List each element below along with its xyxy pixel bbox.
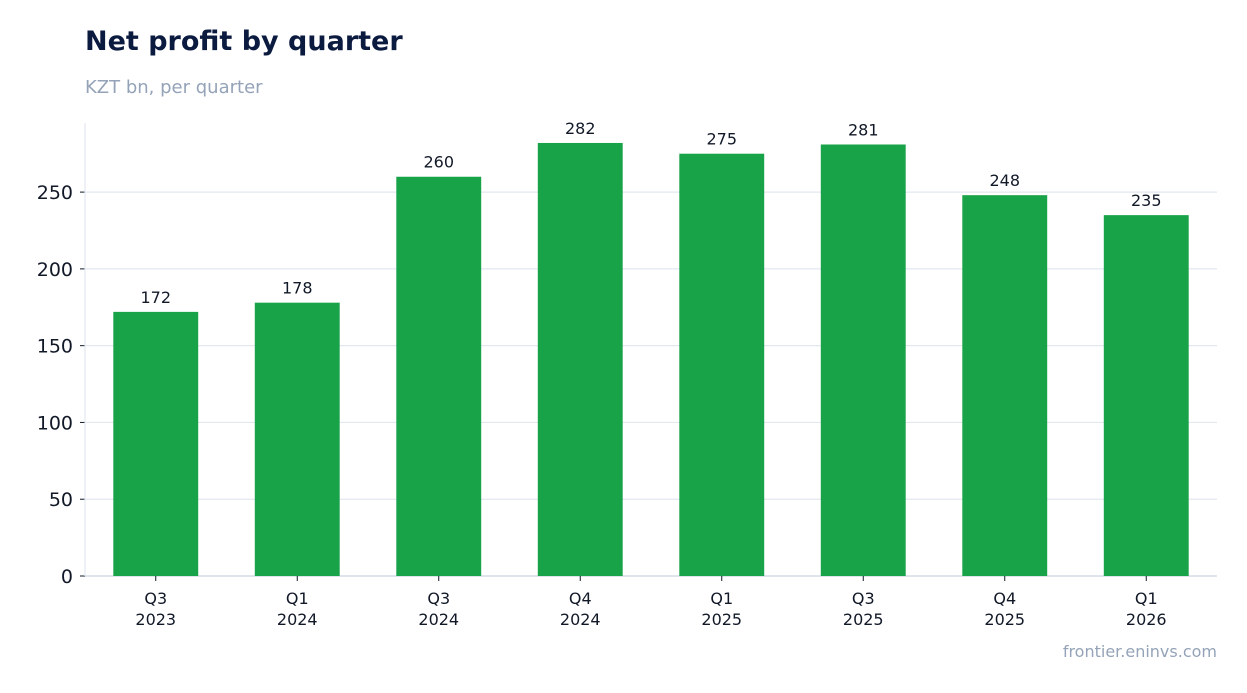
bar xyxy=(962,195,1048,576)
data-label: 178 xyxy=(282,279,313,298)
data-label: 281 xyxy=(848,120,879,139)
bar xyxy=(679,153,765,577)
bar xyxy=(396,176,482,576)
data-label: 172 xyxy=(140,288,171,307)
x-tick-label: Q4 xyxy=(993,589,1016,608)
x-tick-label: 2026 xyxy=(1126,610,1167,629)
data-label: 235 xyxy=(1131,191,1162,210)
x-tick-label: Q3 xyxy=(852,589,875,608)
data-label: 248 xyxy=(989,171,1020,190)
chart-subtitle: KZT bn, per quarter xyxy=(85,77,263,98)
x-tick-label: Q4 xyxy=(569,589,592,608)
x-tick-label: 2025 xyxy=(984,610,1025,629)
bar xyxy=(113,311,199,576)
bar xyxy=(537,142,623,576)
y-tick-label: 100 xyxy=(37,412,73,434)
data-label: 275 xyxy=(706,130,737,149)
x-tick-label: Q1 xyxy=(286,589,309,608)
source-footer: frontier.eninvs.com xyxy=(1062,642,1217,661)
x-tick-label: 2025 xyxy=(701,610,742,629)
data-label: 282 xyxy=(565,119,596,138)
bar xyxy=(254,302,340,576)
bar xyxy=(1103,215,1189,576)
x-tick-label: 2024 xyxy=(277,610,318,629)
x-tick-label: 2024 xyxy=(560,610,601,629)
x-tick-label: Q1 xyxy=(710,589,733,608)
x-tick-label: Q1 xyxy=(1135,589,1158,608)
chart-title: Net profit by quarter xyxy=(85,26,403,57)
y-tick-label: 200 xyxy=(37,259,73,281)
y-tick-label: 250 xyxy=(37,182,73,204)
data-label: 260 xyxy=(423,153,454,172)
y-tick-label: 50 xyxy=(49,489,73,511)
y-tick-label: 0 xyxy=(61,566,73,588)
y-tick-label: 150 xyxy=(37,336,73,358)
x-tick-label: 2024 xyxy=(418,610,459,629)
x-tick-label: Q3 xyxy=(144,589,167,608)
x-tick-label: 2025 xyxy=(843,610,884,629)
x-tick-label: 2023 xyxy=(135,610,176,629)
x-tick-label: Q3 xyxy=(427,589,450,608)
bar xyxy=(820,144,906,577)
